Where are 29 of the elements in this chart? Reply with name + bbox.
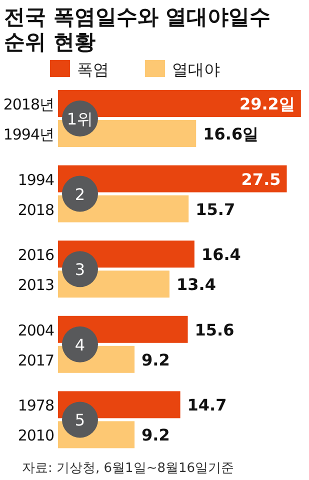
y-tick-label: 2004 — [18, 321, 54, 340]
y-tick-label: 2018년 — [3, 96, 54, 114]
y-tick-label: 2017 — [18, 351, 54, 370]
y-tick-label: 2016 — [18, 246, 54, 264]
data-label: 14.7 — [187, 396, 227, 415]
legend-label: 열대야 — [172, 60, 220, 79]
data-label: 9.2 — [142, 426, 170, 445]
annotation: 4 — [74, 335, 86, 354]
y-tick-label: 2013 — [18, 276, 54, 294]
y-tick-label: 2010 — [18, 426, 54, 445]
data-label: 16.4 — [201, 245, 241, 264]
y-tick-label: 1978 — [18, 396, 54, 415]
data-label: 16.6일 — [203, 124, 259, 144]
legend-label: 폭염 — [77, 60, 109, 79]
title: 전국 폭염일수와 열대야일수 순위 현황 — [4, 5, 271, 54]
data-label: 15.6 — [194, 320, 234, 340]
y-tick-label: 1994년 — [3, 126, 54, 144]
data-label: 9.2 — [142, 350, 170, 370]
annotation: 1위 — [66, 110, 94, 128]
annotation: 2 — [74, 184, 86, 204]
annotation: 3 — [74, 260, 86, 280]
text: 자료: 기상청, 6월1일~8월16일기준 — [22, 461, 234, 476]
data-label: 13.4 — [176, 275, 216, 294]
data-label: 27.5 — [241, 170, 281, 189]
y-tick-label: 2018 — [18, 200, 54, 219]
annotation: 5 — [74, 410, 86, 430]
data-label: 29.2일 — [239, 94, 295, 114]
data-label: 15.7 — [196, 200, 236, 219]
y-tick-label: 1994 — [18, 170, 54, 189]
